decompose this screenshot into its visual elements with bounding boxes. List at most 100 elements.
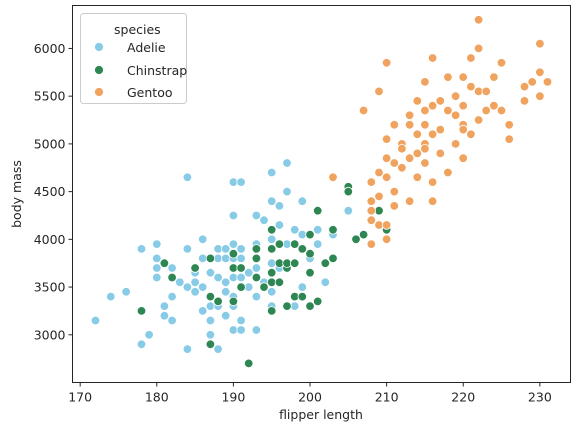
x-tick-label: 210 [375,390,399,405]
data-point-gentoo [458,100,468,111]
data-point-chinstrap [205,339,216,350]
data-point-chinstrap [297,244,308,254]
data-point-adelie [205,315,216,326]
data-point-chinstrap [290,239,300,249]
data-point-chinstrap [267,306,277,316]
y-tick-label: 3000 [34,327,66,342]
y-tick-label: 4000 [34,232,66,247]
legend-label-adelie: Adelie [127,40,166,55]
data-point-chinstrap [267,244,277,254]
data-point-adelie [282,158,292,168]
data-point-gentoo [412,129,423,140]
data-point-gentoo [381,172,392,183]
data-point-adelie [175,277,185,288]
data-point-gentoo [458,72,468,82]
data-point-adelie [121,287,131,297]
legend-title: species [114,22,161,37]
x-tick-label: 190 [221,390,245,405]
data-point-adelie [228,239,239,249]
data-point-chinstrap [228,248,239,259]
data-point-adelie [297,282,308,292]
y-tick-label: 5000 [34,136,66,151]
data-point-gentoo [404,196,415,206]
data-point-chinstrap [267,268,277,278]
data-point-adelie [152,253,162,264]
data-point-gentoo [496,58,507,68]
data-point-chinstrap [205,291,216,302]
data-point-gentoo [435,96,446,106]
data-point-adelie [197,306,208,316]
x-tick-label: 230 [528,390,552,405]
data-point-gentoo [450,91,461,101]
data-point-adelie [243,268,254,278]
data-point-chinstrap [358,229,369,240]
data-point-adelie [259,215,269,225]
data-point-chinstrap [267,225,277,235]
data-point-gentoo [328,172,338,183]
data-point-chinstrap [351,234,361,245]
data-point-adelie [205,268,216,278]
data-point-adelie [274,220,285,230]
data-point-chinstrap [243,358,254,369]
data-point-gentoo [412,96,423,106]
data-point-gentoo [374,86,384,97]
data-point-adelie [236,177,246,187]
x-tick-label: 200 [298,390,322,405]
series-gentoo [328,15,553,249]
data-point-gentoo [366,196,377,206]
data-point-adelie [251,325,262,335]
data-point-chinstrap [251,253,262,264]
data-point-gentoo [374,191,384,202]
data-point-gentoo [381,134,392,144]
data-point-chinstrap [274,239,285,249]
data-point-adelie [213,344,223,354]
data-point-adelie [152,239,162,249]
data-point-gentoo [404,120,415,130]
data-point-adelie [205,330,216,340]
data-point-gentoo [374,167,384,178]
y-tick-label: 5500 [34,89,66,104]
x-axis-label: flipper length [279,407,363,422]
data-point-adelie [182,282,193,292]
data-point-gentoo [427,53,438,63]
data-point-gentoo [389,186,400,197]
data-points [90,15,553,369]
legend: species Adelie Chinstrap Gentoo [80,13,187,104]
data-point-adelie [190,277,200,288]
data-point-chinstrap [167,272,177,283]
y-axis-ticks: 3000 3500 4000 4500 5000 5500 6000 [34,41,73,342]
data-point-adelie [267,196,277,206]
x-tick-label: 220 [451,390,475,405]
data-point-chinstrap [328,253,338,264]
data-point-adelie [236,272,246,283]
data-point-gentoo [389,158,400,168]
data-point-adelie [236,253,246,264]
data-point-adelie [90,315,101,326]
legend-label-chinstrap: Chinstrap [127,63,187,78]
data-point-gentoo [381,153,392,163]
data-point-gentoo [504,120,514,130]
data-point-gentoo [427,129,438,140]
data-point-gentoo [466,53,476,63]
data-point-adelie [159,301,170,311]
data-point-adelie [267,234,277,245]
data-point-adelie [343,205,354,216]
data-point-gentoo [443,105,453,116]
y-tick-label: 3500 [34,280,66,295]
data-point-gentoo [466,129,476,140]
data-point-chinstrap [236,263,246,273]
data-point-gentoo [535,91,545,101]
data-point-chinstrap [305,229,315,240]
data-point-adelie [197,282,208,292]
data-point-gentoo [458,153,468,163]
data-point-chinstrap [259,282,269,292]
data-point-gentoo [381,234,392,245]
data-point-gentoo [397,163,407,173]
data-point-chinstrap [343,186,354,197]
data-point-gentoo [389,201,400,211]
data-point-chinstrap [136,306,147,316]
data-point-gentoo [435,124,446,135]
legend-box [80,13,187,104]
data-point-chinstrap [205,253,216,264]
